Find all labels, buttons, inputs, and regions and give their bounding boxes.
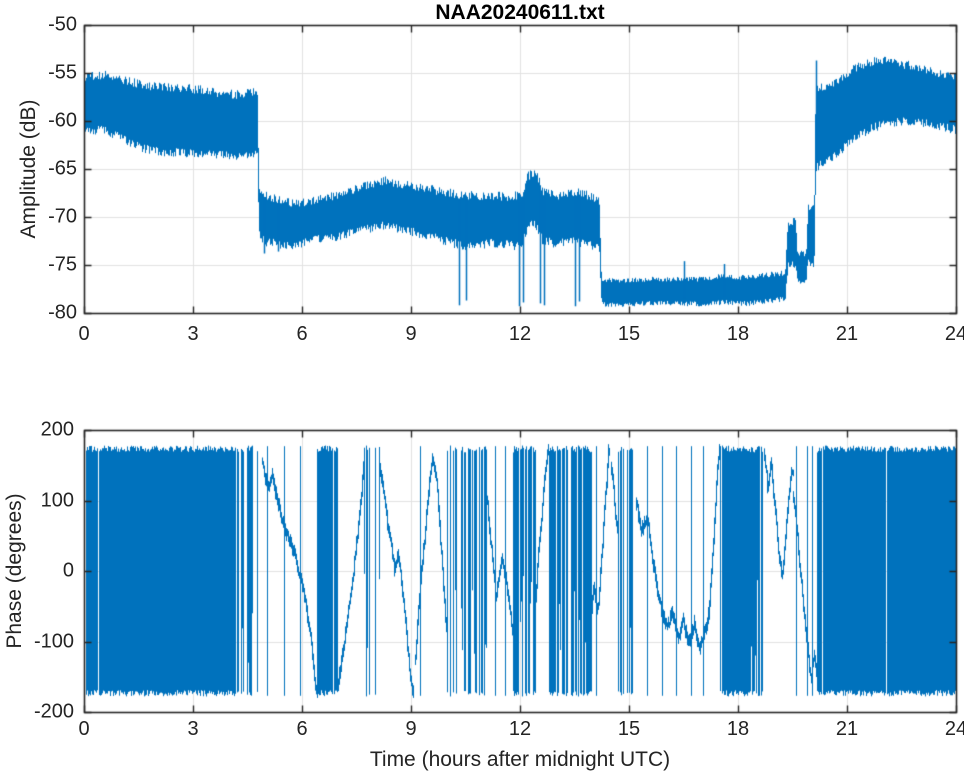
phase-y-tick-label: 0 <box>62 559 74 582</box>
plot-title: NAA20240611.txt <box>435 1 605 24</box>
phase-x-tick-label: 3 <box>187 718 199 740</box>
phase-x-tick-label: 18 <box>726 718 750 740</box>
phase-x-tick-label: 21 <box>835 718 859 740</box>
amplitude-x-tick-label: 9 <box>405 323 417 345</box>
phase-y-tick-label: 200 <box>40 418 74 441</box>
amplitude-x-tick-label: 18 <box>726 323 750 345</box>
amplitude-y-axis-label: Amplitude (dB) <box>17 99 40 239</box>
amplitude-x-tick-label: 21 <box>835 323 859 345</box>
amplitude-x-tick-label: 0 <box>78 323 90 345</box>
amplitude-y-tick-label: -50 <box>48 13 77 36</box>
phase-x-tick-label: 6 <box>296 718 308 740</box>
phase-y-tick-label: 100 <box>40 489 74 511</box>
phase-x-tick-label: 24 <box>944 718 964 740</box>
phase-y-axis-label: Phase (degrees) <box>3 493 26 649</box>
x-axis-label: Time (hours after midnight UTC) <box>369 748 671 771</box>
amplitude-y-tick-label: -65 <box>48 157 77 180</box>
amplitude-y-tick-label: -60 <box>48 109 77 132</box>
amplitude-x-tick-label: 12 <box>508 323 532 345</box>
phase-plot <box>84 430 956 712</box>
amplitude-y-tick-label: -80 <box>48 301 77 324</box>
phase-y-tick-label: -100 <box>33 630 74 652</box>
amplitude-y-tick-label: -75 <box>48 253 77 276</box>
phase-x-tick-label: 9 <box>405 718 417 740</box>
phase-y-tick-label: -200 <box>33 700 74 723</box>
phase-x-tick-label: 0 <box>78 718 90 740</box>
amplitude-plot <box>84 25 956 313</box>
amplitude-x-tick-label: 15 <box>617 323 641 345</box>
phase-x-tick-label: 12 <box>508 718 532 740</box>
amplitude-x-tick-label: 3 <box>187 323 199 345</box>
amplitude-y-tick-label: -55 <box>48 61 77 84</box>
phase-x-tick-label: 15 <box>617 718 641 740</box>
amplitude-y-tick-label: -70 <box>48 205 77 228</box>
amplitude-x-tick-label: 24 <box>944 323 964 345</box>
amplitude-x-tick-label: 6 <box>296 323 308 345</box>
